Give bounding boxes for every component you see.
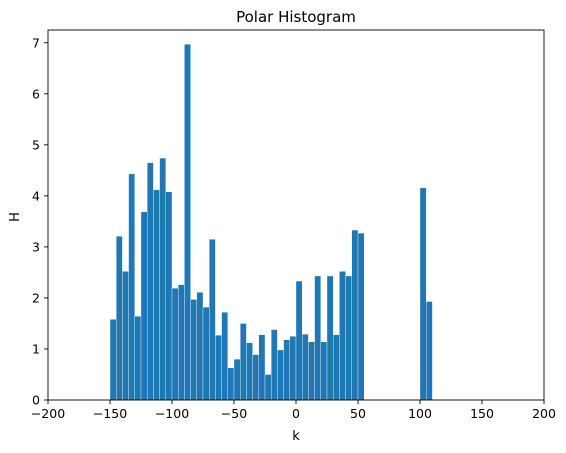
histogram-bar xyxy=(246,343,252,400)
histogram-bar xyxy=(166,192,172,400)
x-tick-label: 0 xyxy=(292,406,300,421)
x-tick-label: 150 xyxy=(470,406,494,421)
histogram-bar xyxy=(135,316,141,400)
histogram-bar xyxy=(339,271,345,400)
y-axis-label: H xyxy=(8,212,23,222)
x-tick-label: −50 xyxy=(221,406,247,421)
histogram-bar xyxy=(346,276,352,400)
histogram-bar xyxy=(290,336,296,400)
histogram-bar xyxy=(327,276,333,400)
y-ticks: 0 1 2 3 4 5 6 7 xyxy=(32,35,48,407)
y-tick-label: 6 xyxy=(32,86,40,101)
histogram-bar xyxy=(184,44,190,400)
histogram-bar xyxy=(147,163,153,400)
y-tick-label: 3 xyxy=(32,239,40,254)
histogram-bar xyxy=(215,335,221,400)
x-tick-label: 50 xyxy=(350,406,366,421)
histogram-bar xyxy=(228,368,234,400)
histogram-bar xyxy=(153,190,159,400)
histogram-bar xyxy=(110,319,116,400)
histogram-bar xyxy=(265,374,271,400)
histogram-bar xyxy=(172,288,178,400)
x-ticks: −200 −150 −100 −50 0 50 100 150 200 xyxy=(31,400,556,421)
histogram-bar xyxy=(333,335,339,400)
histogram-bar xyxy=(178,285,184,400)
bars-group xyxy=(110,44,432,400)
histogram-bar xyxy=(122,271,128,400)
histogram-bar xyxy=(284,340,290,400)
histogram-bar xyxy=(302,334,308,400)
histogram-bar xyxy=(296,281,302,400)
histogram-bar xyxy=(259,335,265,400)
y-tick-label: 7 xyxy=(32,35,40,50)
histogram-bar xyxy=(358,233,364,400)
histogram-bar xyxy=(420,188,426,400)
y-tick-label: 1 xyxy=(32,341,40,356)
histogram-bar xyxy=(141,212,147,400)
x-tick-label: −100 xyxy=(155,406,189,421)
x-tick-label: −200 xyxy=(31,406,65,421)
histogram-bar xyxy=(253,355,259,400)
histogram-bar xyxy=(315,276,321,400)
histogram-bar xyxy=(234,359,240,400)
histogram-bar xyxy=(240,323,246,400)
histogram-bar xyxy=(321,342,327,400)
histogram-bar xyxy=(352,230,358,400)
y-tick-label: 4 xyxy=(32,188,40,203)
y-tick-label: 2 xyxy=(32,290,40,305)
histogram-bar xyxy=(160,158,166,400)
histogram-bar xyxy=(191,299,197,400)
chart-title: Polar Histogram xyxy=(236,8,356,26)
histogram-bar xyxy=(271,330,277,400)
y-tick-label: 0 xyxy=(32,393,40,408)
histogram-bar xyxy=(203,307,209,400)
x-tick-label: 200 xyxy=(532,406,556,421)
histogram-bar xyxy=(209,239,215,400)
x-tick-label: 100 xyxy=(408,406,432,421)
histogram-bar xyxy=(116,236,122,400)
histogram-bar xyxy=(129,174,135,400)
histogram-bar xyxy=(222,312,228,400)
histogram-bar xyxy=(308,342,314,400)
x-tick-label: −150 xyxy=(93,406,127,421)
histogram-bar xyxy=(277,350,283,400)
histogram-bar xyxy=(426,302,432,400)
x-axis-label: k xyxy=(292,429,300,444)
histogram-bar xyxy=(197,292,203,400)
y-tick-label: 5 xyxy=(32,137,40,152)
